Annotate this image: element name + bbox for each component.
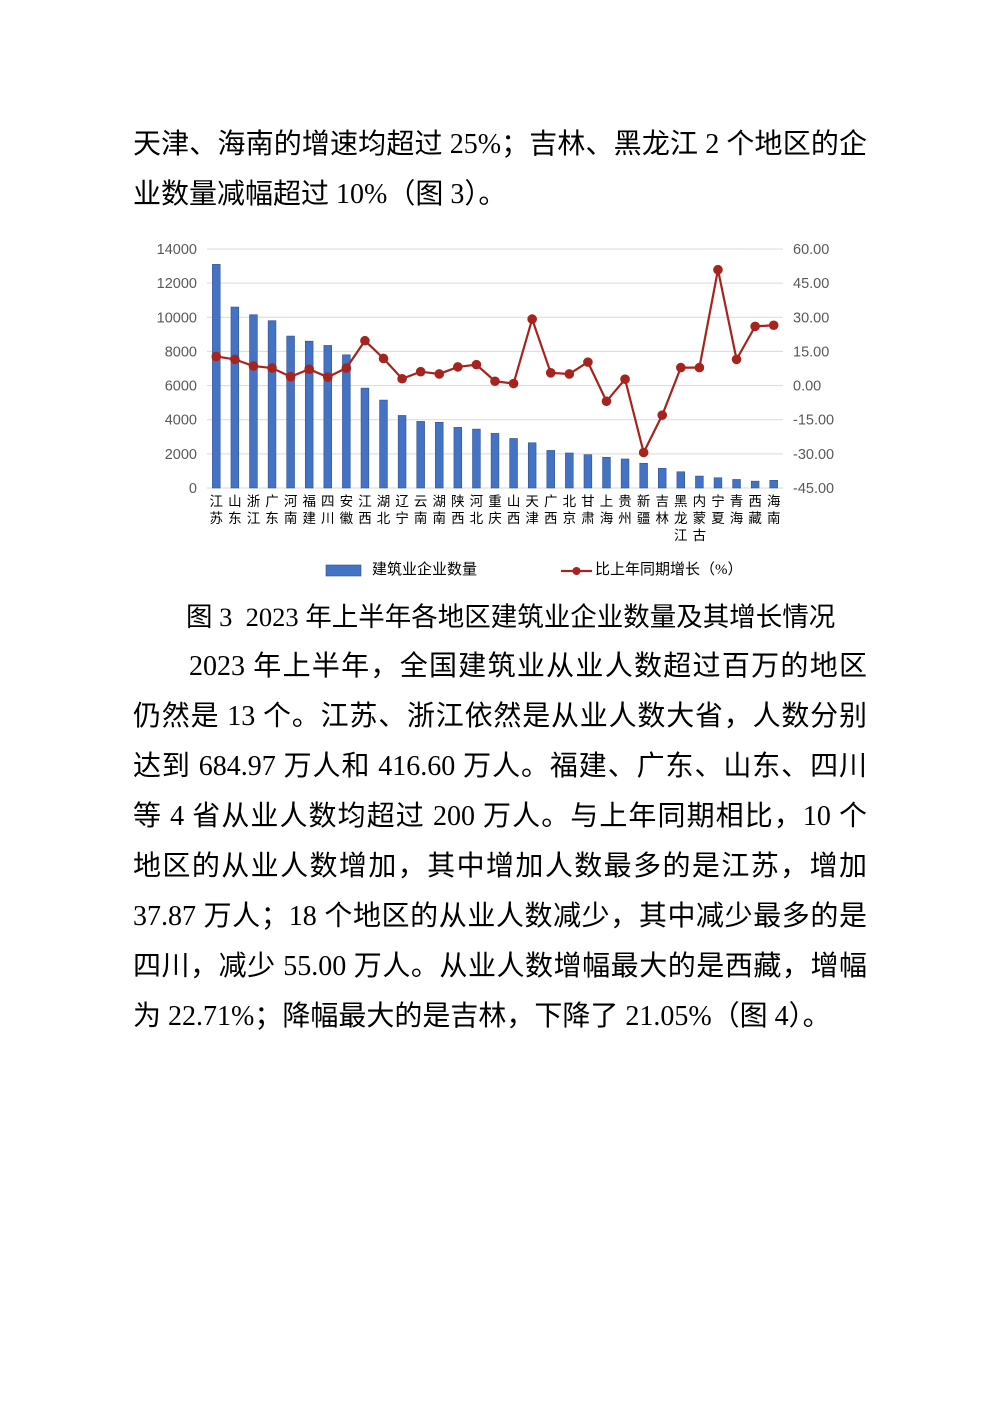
svg-text:甘: 甘	[581, 494, 595, 509]
svg-text:庆: 庆	[488, 511, 502, 526]
svg-text:上: 上	[600, 494, 614, 509]
svg-text:肃: 肃	[581, 511, 595, 526]
svg-text:2000: 2000	[165, 447, 197, 463]
svg-text:蒙: 蒙	[693, 511, 707, 526]
svg-text:西: 西	[544, 511, 558, 526]
svg-text:川: 川	[321, 511, 335, 526]
svg-text:西: 西	[507, 511, 520, 526]
svg-text:宁: 宁	[395, 510, 409, 526]
svg-text:10000: 10000	[157, 310, 197, 326]
svg-text:南: 南	[414, 511, 428, 526]
svg-text:45.00: 45.00	[793, 276, 829, 292]
svg-text:12000: 12000	[157, 276, 197, 292]
svg-text:海: 海	[767, 494, 781, 509]
svg-text:夏: 夏	[711, 511, 725, 526]
svg-text:福: 福	[302, 494, 316, 509]
svg-text:西: 西	[451, 511, 465, 526]
svg-text:西: 西	[358, 511, 372, 526]
svg-text:津: 津	[525, 511, 539, 526]
svg-text:西: 西	[748, 494, 762, 509]
svg-text:苏: 苏	[210, 511, 224, 526]
svg-text:4000: 4000	[165, 413, 197, 429]
svg-text:建筑业企业数量: 建筑业企业数量	[372, 560, 477, 578]
svg-text:14000: 14000	[157, 242, 197, 258]
svg-text:15.00: 15.00	[793, 344, 829, 360]
svg-text:南: 南	[767, 511, 781, 526]
svg-text:东: 东	[265, 511, 279, 526]
svg-text:藏: 藏	[748, 511, 762, 526]
svg-text:古: 古	[693, 528, 707, 543]
svg-text:天: 天	[525, 494, 539, 509]
svg-text:8000: 8000	[165, 344, 197, 360]
svg-text:比上年同期增长（%）: 比上年同期增长（%）	[595, 561, 743, 578]
svg-text:北: 北	[563, 494, 577, 509]
svg-text:广: 广	[544, 494, 558, 509]
svg-text:河: 河	[470, 494, 484, 509]
svg-text:安: 安	[340, 494, 354, 509]
svg-text:徽: 徽	[340, 511, 354, 526]
svg-text:林: 林	[655, 511, 669, 526]
svg-text:广: 广	[265, 494, 279, 509]
svg-text:河: 河	[284, 494, 298, 509]
svg-text:6000: 6000	[165, 379, 197, 395]
svg-text:四: 四	[321, 494, 335, 509]
svg-text:0: 0	[189, 481, 197, 497]
svg-text:江: 江	[247, 511, 261, 526]
svg-text:青: 青	[730, 494, 744, 509]
svg-text:龙: 龙	[674, 511, 688, 526]
svg-text:东: 东	[228, 511, 242, 526]
svg-text:0.00: 0.00	[793, 379, 821, 395]
svg-text:宁: 宁	[711, 493, 725, 509]
svg-text:重: 重	[488, 494, 502, 509]
svg-text:云: 云	[414, 494, 428, 509]
svg-text:海: 海	[600, 511, 614, 526]
svg-text:山: 山	[228, 494, 242, 509]
svg-text:内: 内	[693, 494, 707, 509]
svg-text:贵: 贵	[618, 494, 632, 509]
svg-text:陕: 陕	[451, 494, 465, 509]
svg-text:-45.00: -45.00	[793, 481, 834, 497]
svg-text:-30.00: -30.00	[793, 447, 834, 463]
svg-text:湖: 湖	[377, 494, 391, 509]
svg-text:-15.00: -15.00	[793, 413, 834, 429]
svg-text:疆: 疆	[637, 511, 651, 526]
svg-text:南: 南	[433, 511, 447, 526]
svg-text:辽: 辽	[395, 494, 409, 509]
svg-text:江: 江	[358, 494, 372, 509]
svg-text:60.00: 60.00	[793, 242, 829, 258]
svg-text:30.00: 30.00	[793, 310, 829, 326]
svg-text:黑: 黑	[674, 494, 688, 509]
svg-text:南: 南	[284, 511, 298, 526]
svg-text:北: 北	[470, 511, 484, 526]
svg-text:湖: 湖	[433, 494, 447, 509]
svg-text:山: 山	[507, 494, 520, 509]
svg-text:吉: 吉	[655, 494, 669, 509]
svg-text:浙: 浙	[247, 494, 261, 509]
svg-text:北: 北	[377, 511, 391, 526]
svg-text:江: 江	[210, 494, 224, 509]
svg-text:州: 州	[618, 511, 632, 526]
svg-text:建: 建	[302, 511, 316, 526]
svg-text:新: 新	[637, 494, 651, 509]
svg-text:京: 京	[563, 511, 577, 526]
svg-text:江: 江	[674, 528, 688, 543]
svg-text:海: 海	[730, 511, 744, 526]
